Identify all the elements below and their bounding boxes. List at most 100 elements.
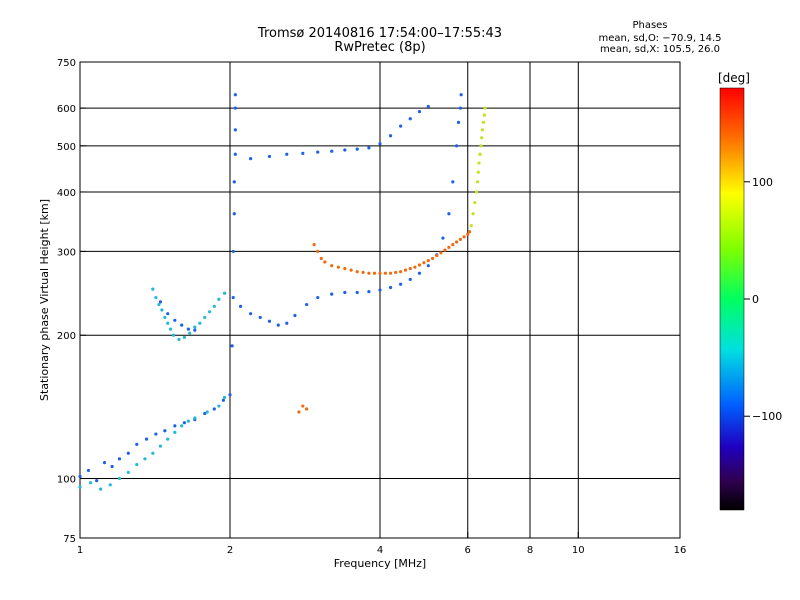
data-point: [198, 321, 202, 325]
data-point: [399, 124, 403, 128]
data-point: [135, 442, 139, 446]
data-point: [367, 146, 371, 150]
data-point: [399, 270, 403, 274]
data-point: [301, 151, 305, 155]
data-point: [388, 271, 393, 275]
data-point: [177, 337, 181, 342]
x-tick-label: 1: [77, 545, 83, 556]
data-point: [355, 290, 359, 295]
stats-line-o: mean, sd,O: −70.9, 14.5: [598, 33, 722, 44]
y-tick-label: 300: [57, 247, 76, 258]
x-tick-label: 16: [674, 545, 687, 556]
data-point: [180, 323, 184, 327]
data-point: [95, 479, 99, 483]
data-point: [483, 106, 487, 110]
data-point: [157, 302, 161, 307]
data-point: [301, 404, 305, 408]
data-point: [228, 393, 232, 397]
data-point: [441, 236, 445, 240]
data-point: [408, 267, 412, 271]
data-point: [297, 410, 301, 414]
data-point: [117, 476, 122, 481]
data-point: [166, 321, 170, 325]
data-point: [182, 335, 186, 339]
x-axis-ticks: 1 2 4 6 8 10 16: [77, 532, 687, 556]
data-point: [160, 308, 164, 312]
data-point: [349, 268, 353, 272]
data-point: [305, 302, 309, 307]
data-point: [316, 150, 320, 154]
data-point: [86, 468, 91, 473]
data-point: [417, 263, 422, 267]
data-points: [78, 93, 487, 491]
data-point: [456, 120, 461, 124]
data-point: [316, 249, 320, 254]
data-point: [430, 256, 435, 261]
data-point: [232, 180, 236, 184]
data-point: [169, 327, 173, 331]
data-point: [205, 410, 209, 414]
data-point: [481, 120, 485, 124]
data-point: [361, 270, 365, 275]
data-point: [231, 295, 235, 300]
data-point: [233, 106, 237, 110]
data-point: [399, 282, 403, 286]
data-point: [99, 487, 103, 491]
data-point: [193, 416, 197, 420]
data-point: [355, 270, 359, 274]
data-point: [435, 253, 439, 258]
chart-title: Tromsø 20140816 17:54:00–17:55:43: [257, 26, 503, 41]
data-point: [207, 310, 212, 314]
data-point: [455, 240, 459, 244]
data-point: [88, 481, 93, 485]
x-tick-label: 8: [527, 545, 533, 556]
y-tick-label: 75: [63, 534, 76, 545]
data-point: [477, 161, 481, 165]
data-point: [193, 325, 197, 329]
data-point: [163, 429, 167, 433]
data-point: [238, 304, 243, 308]
data-point: [459, 93, 463, 97]
data-point: [455, 144, 459, 148]
data-point: [293, 313, 297, 318]
data-point: [439, 251, 443, 255]
data-point: [343, 148, 347, 152]
data-point: [212, 304, 216, 308]
data-point: [135, 462, 139, 467]
data-point: [203, 411, 207, 416]
y-tick-label: 400: [57, 188, 76, 199]
data-point: [426, 264, 430, 268]
data-point: [249, 157, 253, 161]
data-point: [143, 457, 147, 461]
data-point: [158, 444, 163, 448]
data-point: [258, 315, 262, 320]
data-point: [102, 461, 107, 465]
y-tick-label: 200: [57, 331, 76, 342]
data-point: [451, 243, 455, 247]
data-point: [285, 321, 289, 325]
data-point: [203, 315, 207, 320]
data-point: [285, 152, 289, 156]
data-point: [462, 235, 466, 239]
data-point: [217, 297, 221, 301]
grid-lines: [80, 62, 680, 538]
data-point: [422, 261, 426, 265]
data-point: [276, 323, 280, 327]
colorbar: [720, 88, 744, 510]
data-point: [355, 147, 359, 151]
data-point: [163, 315, 167, 320]
data-point: [154, 295, 158, 300]
y-axis-ticks: 75 100 200 300 400 500 600 750: [57, 58, 86, 545]
data-point: [378, 288, 382, 292]
data-point: [383, 271, 387, 275]
data-point: [417, 271, 422, 275]
data-point: [126, 470, 130, 475]
colorbar-tick-label: −100: [752, 410, 782, 423]
x-tick-label: 2: [227, 545, 233, 556]
data-point: [173, 318, 177, 322]
data-point: [267, 319, 272, 323]
data-point: [378, 271, 382, 275]
y-tick-label: 600: [57, 104, 76, 115]
x-tick-label: 10: [572, 545, 585, 556]
data-point: [186, 327, 190, 331]
